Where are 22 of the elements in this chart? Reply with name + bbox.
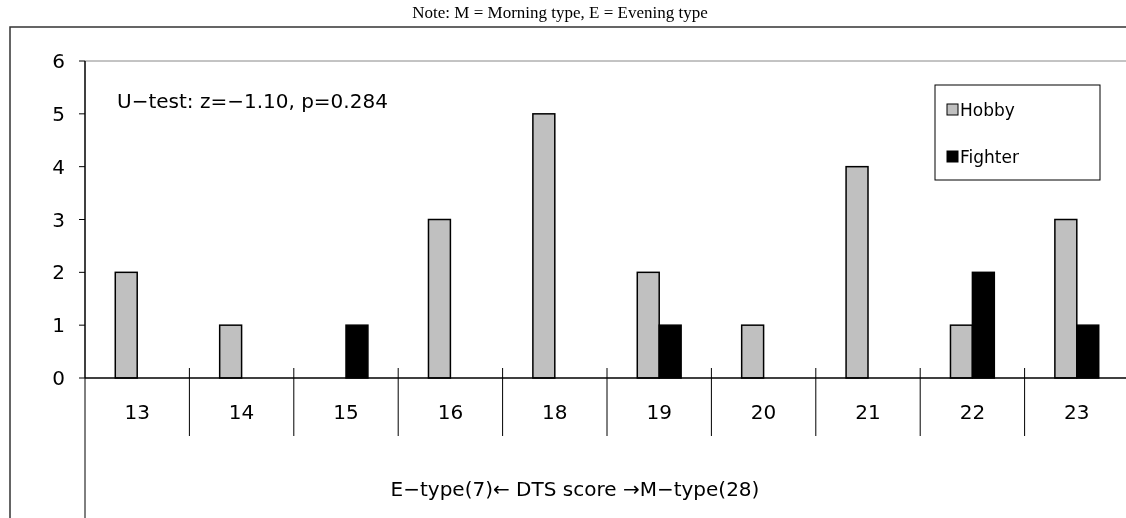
y-tick-label: 0 — [52, 366, 65, 390]
x-tick-label: 20 — [750, 400, 777, 424]
annotation: U−test: z=−1.10, p=0.284 — [117, 89, 388, 113]
x-tick-label: 13 — [124, 400, 150, 424]
y-tick-label: 1 — [52, 313, 65, 338]
x-tick-label: 23 — [1064, 400, 1090, 424]
legend-label: Fighter — [960, 146, 1019, 167]
x-tick-label: 19 — [646, 400, 672, 424]
x-tick-label: 16 — [437, 400, 464, 424]
x-tick-label: 18 — [542, 400, 568, 424]
x-tick-label: 21 — [855, 400, 881, 424]
text: Note: M = Morning type, E = Evening type — [412, 3, 708, 22]
y-tick-label: 6 — [52, 49, 65, 73]
x-tick-label: 22 — [959, 400, 986, 424]
y-tick-label: 2 — [52, 260, 65, 285]
x-tick-label: 14 — [228, 400, 255, 424]
x-axis-title: E−type(7)← DTS score →M−type(28) — [390, 477, 760, 501]
legend-label: Hobby — [960, 99, 1015, 120]
y-tick-label: 4 — [52, 154, 65, 179]
y-tick-label: 5 — [52, 101, 65, 126]
y-tick-label: 3 — [52, 207, 65, 232]
x-tick-label: 15 — [333, 400, 359, 424]
